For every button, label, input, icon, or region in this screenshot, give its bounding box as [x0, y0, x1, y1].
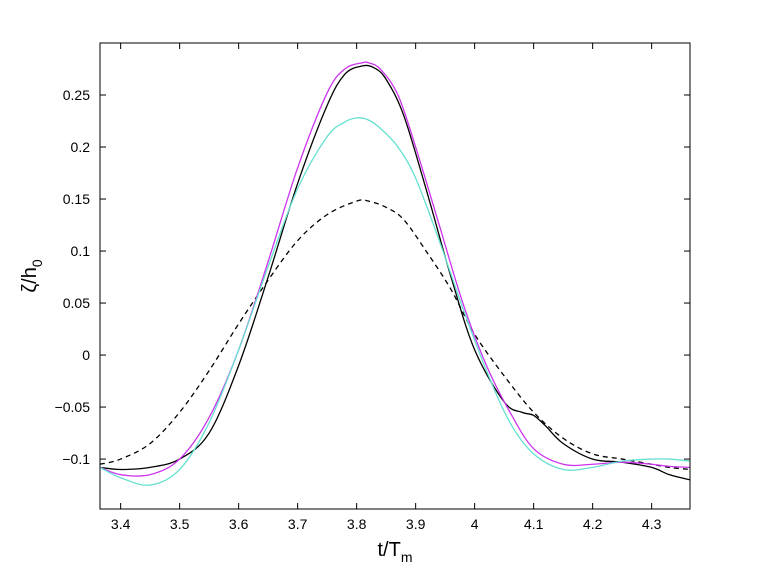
plot-frame — [99, 42, 691, 510]
series-line-4 — [99, 117, 691, 486]
series-line-3 — [99, 61, 691, 477]
x-tick-label: 3.6 — [229, 516, 249, 532]
y-axis: −0.1 −0.05 0 0.05 0.1 0.15 0.2 0.25 — [55, 87, 690, 467]
x-tick-label: 4.1 — [524, 516, 544, 532]
x-tick-label: 4.3 — [642, 516, 662, 532]
y-tick-label: 0.1 — [71, 243, 91, 259]
y-tick-label: −0.05 — [55, 399, 91, 415]
series-line-2 — [99, 64, 691, 481]
x-tick-label: 4 — [471, 516, 479, 532]
x-axis: 3.4 3.5 3.6 3.7 3.8 3.9 4 4.1 4.2 4.3 — [111, 43, 662, 532]
x-axis-label: t/Tm — [377, 539, 412, 565]
y-tick-label: 0.05 — [63, 295, 90, 311]
y-tick-label: 0.15 — [63, 191, 90, 207]
series-line-1 — [99, 199, 691, 471]
x-tick-label: 3.9 — [406, 516, 426, 532]
x-tick-label: 3.7 — [288, 516, 308, 532]
y-tick-label: 0.25 — [63, 87, 90, 103]
y-tick-label: 0 — [82, 347, 90, 363]
y-tick-label: 0.2 — [71, 139, 91, 155]
y-tick-label: −0.1 — [62, 451, 90, 467]
x-tick-label: 3.4 — [111, 516, 131, 532]
x-tick-label: 3.8 — [347, 516, 367, 532]
y-axis-label: ζ/h0 — [19, 259, 45, 293]
x-tick-label: 4.2 — [583, 516, 603, 532]
series-layer — [99, 61, 691, 486]
x-tick-label: 3.5 — [170, 516, 190, 532]
